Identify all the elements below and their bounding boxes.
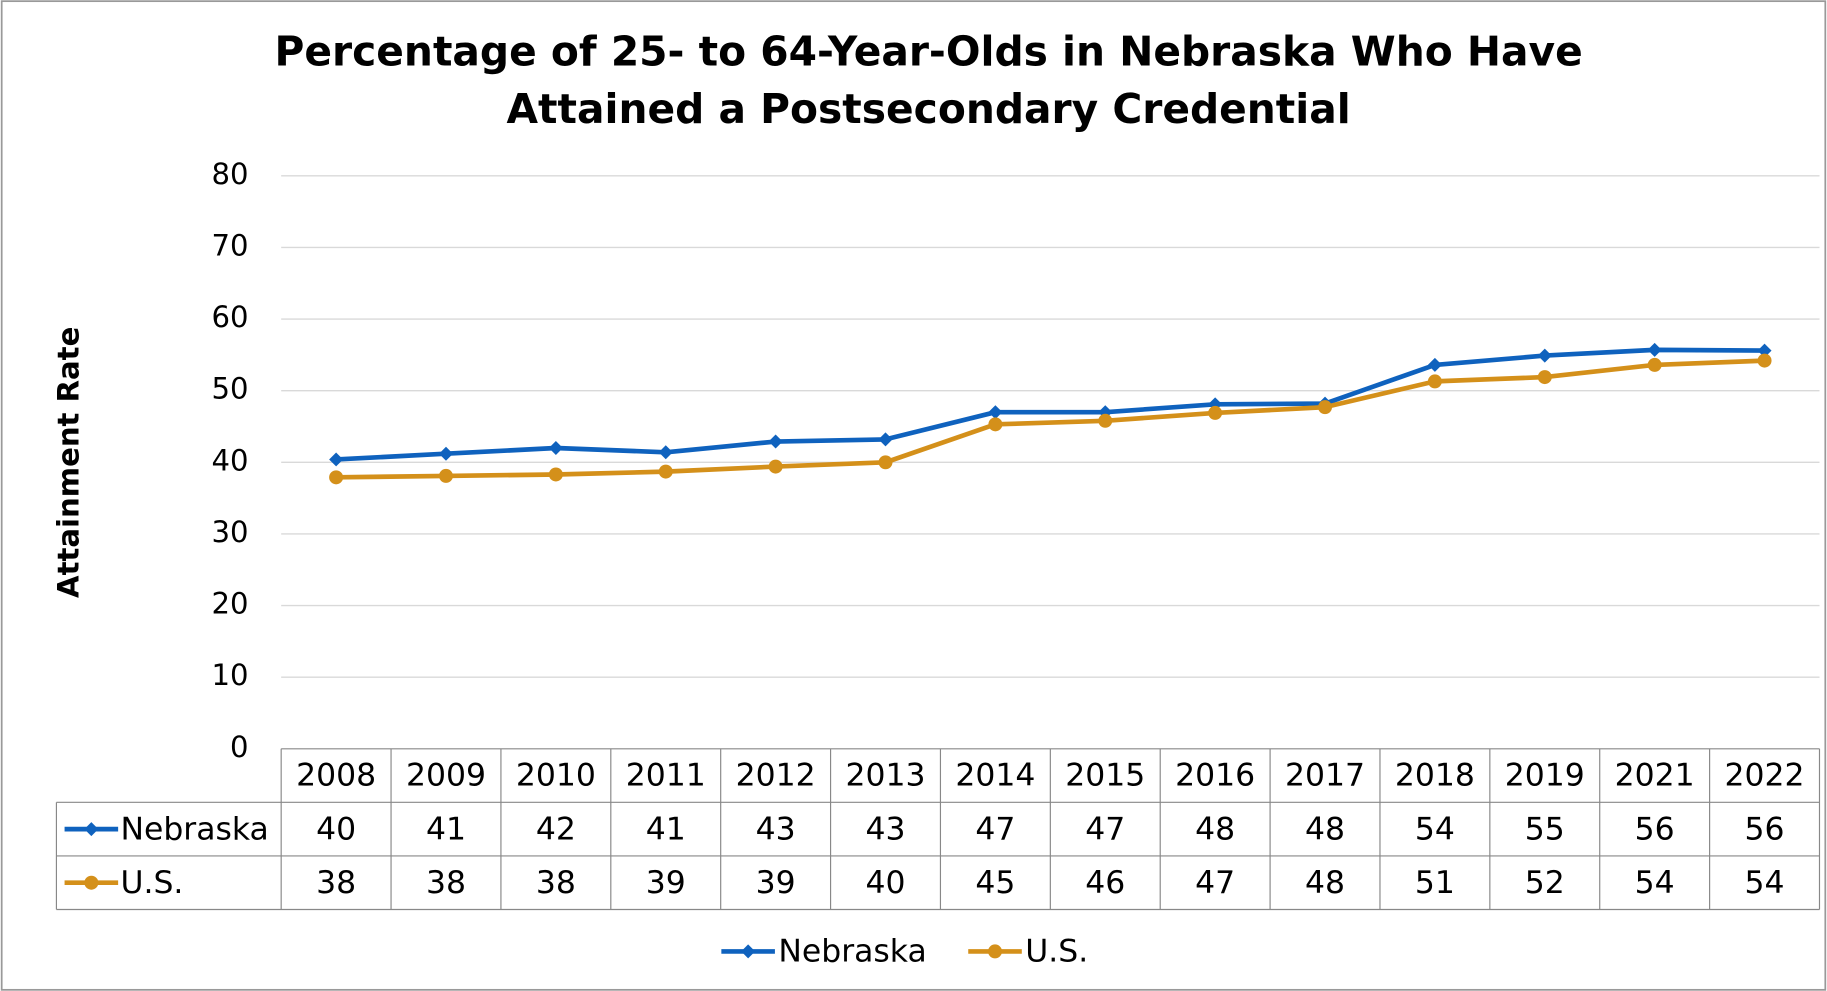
legend-marker: [988, 944, 1003, 959]
legend-marker: [84, 875, 99, 890]
point: [329, 470, 344, 485]
point: [1647, 357, 1662, 372]
value-label: 54: [1745, 865, 1785, 901]
y-tick-label: 40: [212, 443, 249, 477]
series-line: [336, 358, 1765, 480]
x-tick-label: 2022: [1725, 758, 1805, 794]
value-label: 40: [316, 811, 356, 847]
y-tick-label: 30: [212, 515, 249, 549]
x-tick-label: 2012: [736, 758, 816, 794]
y-tick-label: 0: [230, 730, 249, 764]
value-label: 51: [1415, 865, 1455, 901]
point: [1647, 342, 1662, 357]
chart-title: Attained a Postsecondary Credential: [507, 85, 1351, 133]
value-label: 38: [426, 865, 466, 901]
point: [439, 468, 453, 483]
value-label: 54: [1415, 811, 1455, 847]
y-tick-label: 50: [212, 372, 249, 406]
value-label: 43: [866, 811, 906, 847]
value-label: 41: [426, 811, 466, 847]
y-tick-label: 10: [212, 658, 249, 692]
y-tick-label: 80: [212, 157, 249, 191]
x-tick-label: 2008: [296, 758, 376, 794]
legend-marker: [84, 822, 99, 837]
table-row-header: Nebraska: [120, 811, 268, 847]
y-tick-label: 70: [212, 228, 249, 262]
value-label: 56: [1635, 811, 1675, 847]
point: [658, 445, 673, 460]
value-label: 39: [646, 865, 686, 901]
x-tick-label: 2018: [1395, 758, 1475, 794]
point: [1427, 357, 1442, 372]
value-label: 42: [536, 811, 576, 847]
x-tick-label: 2015: [1065, 758, 1145, 794]
value-label: 48: [1305, 865, 1345, 901]
legend-label: Nebraska: [778, 934, 926, 970]
value-label: 48: [1305, 811, 1345, 847]
point: [1537, 348, 1552, 363]
point: [1537, 370, 1552, 385]
point: [1757, 353, 1772, 368]
point: [1098, 413, 1113, 428]
point: [439, 446, 453, 461]
value-label: 39: [756, 865, 796, 901]
legend-marker: [741, 944, 756, 959]
value-label: 55: [1525, 811, 1565, 847]
value-label: 45: [975, 865, 1015, 901]
legend-label: U.S.: [1025, 934, 1088, 970]
x-tick-label: 2009: [406, 758, 486, 794]
value-label: 54: [1635, 865, 1675, 901]
point: [1318, 400, 1333, 415]
point: [1757, 343, 1772, 358]
x-tick-label: 2017: [1285, 758, 1365, 794]
x-tick-label: 2014: [955, 758, 1035, 794]
x-tick-label: 2019: [1505, 758, 1585, 794]
chart-title: Percentage of 25- to 64-Year-Olds in Neb…: [275, 28, 1583, 76]
x-tick-label: 2013: [846, 758, 926, 794]
x-tick-label: 2021: [1615, 758, 1695, 794]
point: [1208, 405, 1223, 420]
point: [988, 417, 1003, 432]
value-label: 43: [756, 811, 796, 847]
value-label: 47: [1085, 811, 1125, 847]
value-label: 47: [975, 811, 1015, 847]
table-row-header: U.S.: [120, 865, 183, 901]
point: [768, 459, 783, 474]
point: [658, 464, 673, 479]
point: [1427, 374, 1442, 389]
point: [878, 455, 893, 470]
y-axis-label: Attainment Rate: [51, 327, 85, 598]
value-label: 38: [316, 865, 356, 901]
point: [329, 452, 344, 467]
value-label: 41: [646, 811, 686, 847]
value-label: 40: [866, 865, 906, 901]
value-label: 46: [1085, 865, 1125, 901]
x-tick-label: 2016: [1175, 758, 1255, 794]
value-label: 47: [1195, 865, 1235, 901]
x-tick-label: 2010: [516, 758, 596, 794]
value-label: 48: [1195, 811, 1235, 847]
value-label: 56: [1745, 811, 1785, 847]
value-label: 52: [1525, 865, 1565, 901]
value-label: 38: [536, 865, 576, 901]
series-line: [335, 347, 1765, 462]
point: [548, 467, 563, 482]
y-tick-label: 60: [212, 300, 249, 334]
y-tick-label: 20: [212, 587, 249, 621]
x-tick-label: 2011: [626, 758, 706, 794]
point: [988, 405, 1003, 420]
